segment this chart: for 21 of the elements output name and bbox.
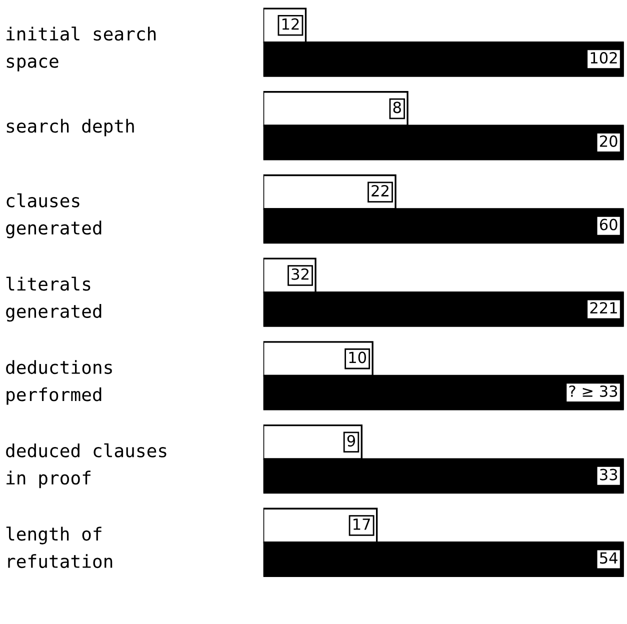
data-label: 32 [292, 268, 308, 280]
y-tick-label: clauses generated [6, 193, 102, 238]
y-tick-label: literals generated [6, 276, 102, 322]
data-label: 60 [600, 218, 618, 230]
y-tick-label: search depth [6, 118, 134, 136]
data-label: 102 [590, 52, 617, 64]
y-tick-label: deductions performed [6, 360, 112, 405]
data-label: 9 [347, 435, 356, 447]
data-label: 33 [600, 468, 618, 480]
data-label: 12 [282, 18, 299, 30]
data-label: 221 [590, 302, 617, 314]
data-label: 17 [354, 518, 370, 530]
data-label: ? ≥ 33 [569, 385, 618, 397]
data-label: 22 [372, 184, 388, 196]
data-label: 54 [600, 552, 618, 564]
y-tick-label: length of refutation [6, 526, 112, 568]
data-label: 10 [349, 352, 366, 364]
y-tick-label: initial search space [6, 26, 156, 72]
y-tick-label: deduced clauses in proof [6, 443, 166, 488]
data-label: 8 [393, 102, 401, 114]
data-label: 20 [600, 135, 618, 147]
